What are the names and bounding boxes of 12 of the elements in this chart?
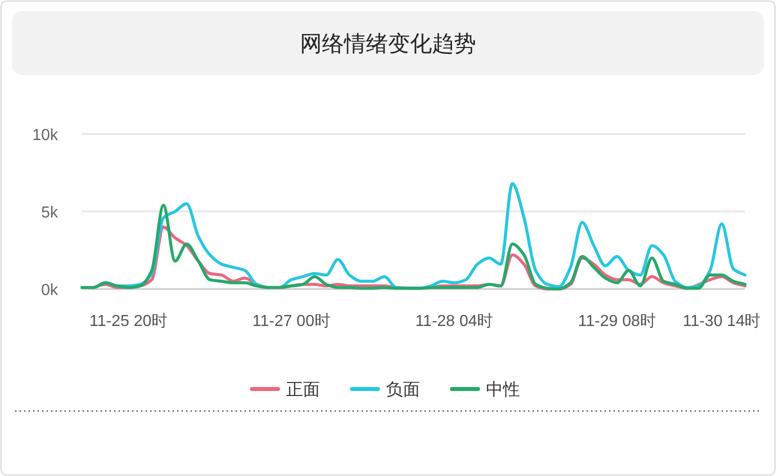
y-tick-label: 0k bbox=[41, 282, 59, 299]
y-tick-label: 10k bbox=[32, 127, 59, 144]
legend-label: 负面 bbox=[386, 380, 420, 399]
x-tick-label: 11-25 20时 bbox=[90, 312, 168, 330]
y-tick-label: 5k bbox=[41, 204, 59, 222]
x-tick-label: 11-28 04时 bbox=[415, 312, 494, 330]
x-tick-label: 11-30 14时 bbox=[682, 312, 761, 330]
x-tick-label: 11-27 00时 bbox=[252, 312, 330, 330]
chart-title: 网络情绪变化趋势 bbox=[300, 31, 476, 56]
x-tick-label: 11-29 08时 bbox=[578, 312, 656, 330]
legend-label: 正面 bbox=[286, 380, 320, 399]
legend-label: 中性 bbox=[486, 380, 520, 399]
